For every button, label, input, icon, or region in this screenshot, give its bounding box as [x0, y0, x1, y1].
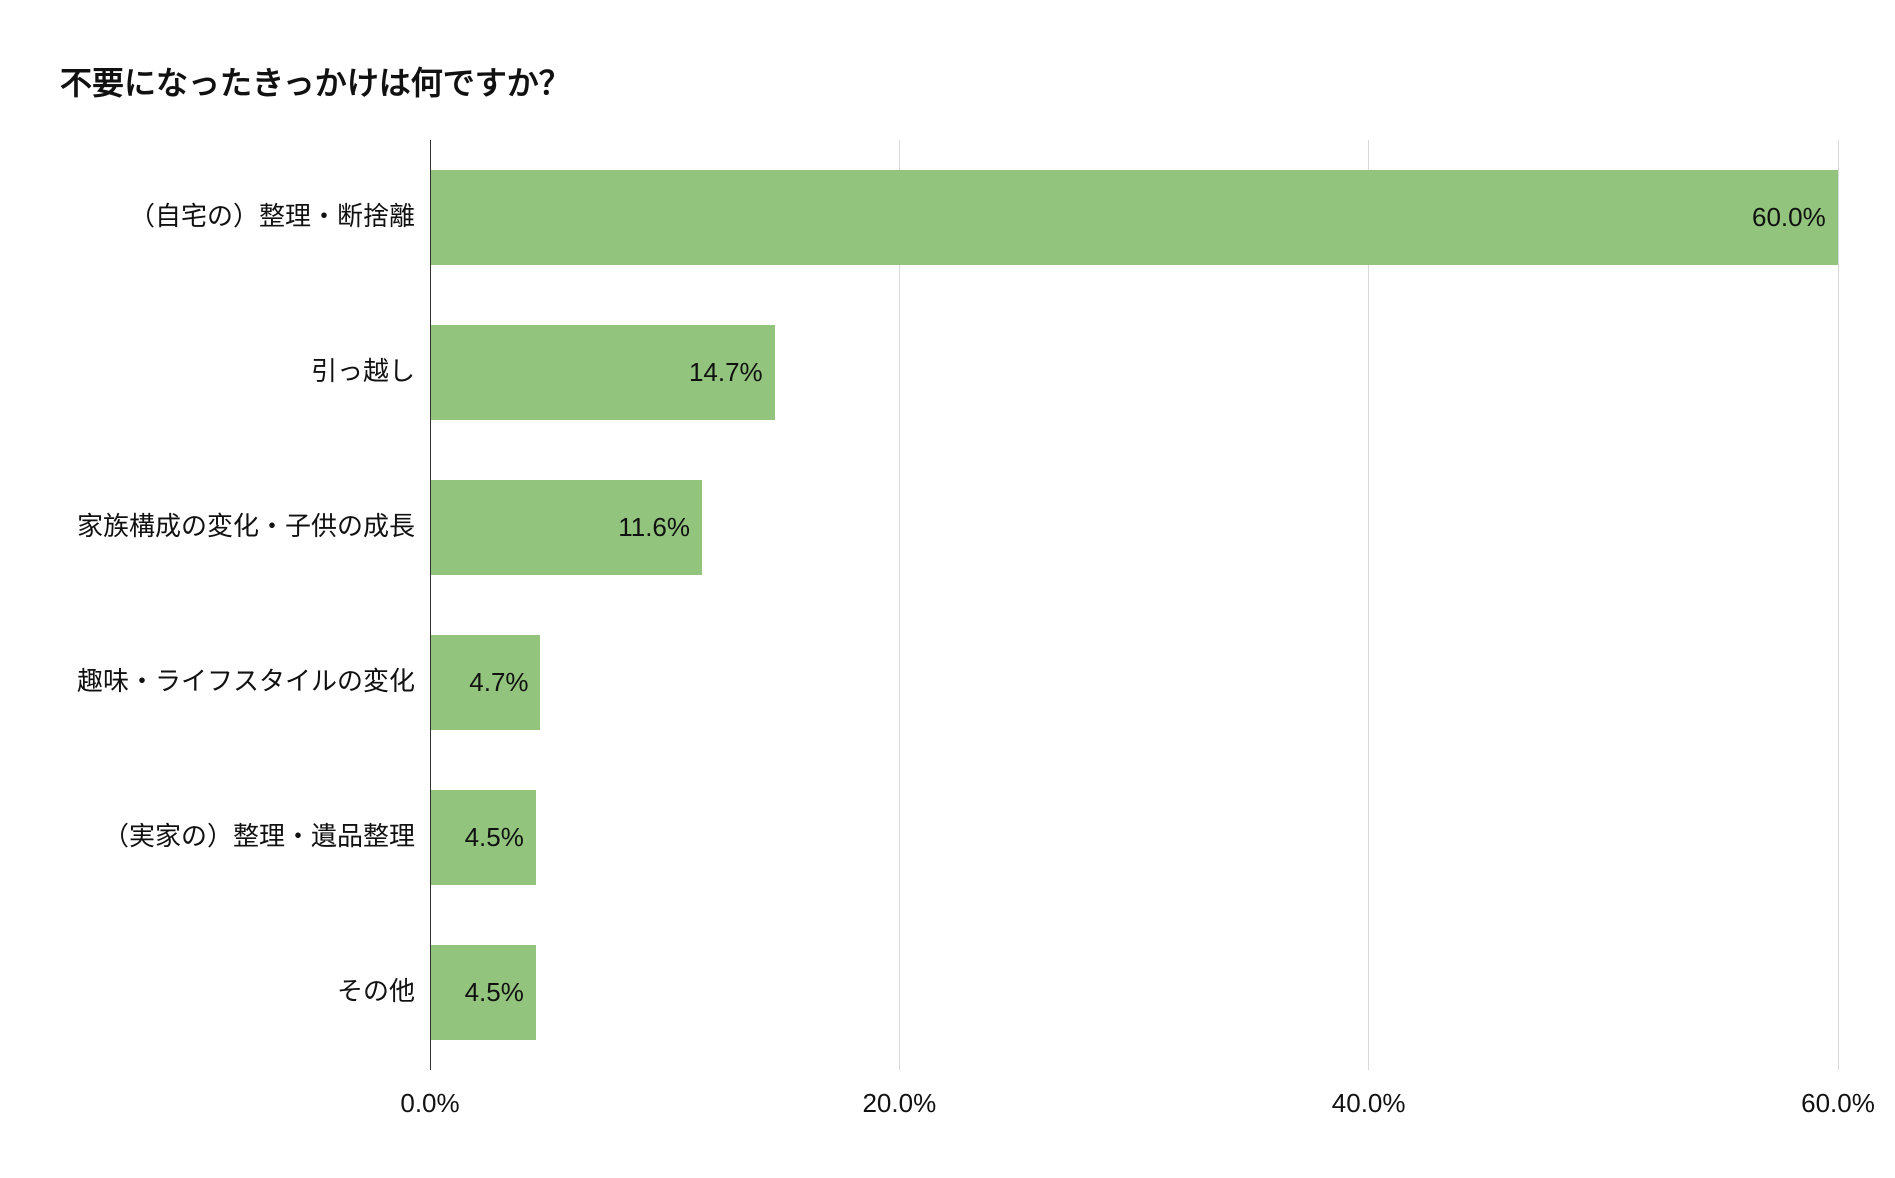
x-tick-label: 40.0% — [1331, 1088, 1406, 1118]
bar — [430, 480, 703, 575]
data-label: 4.5% — [464, 822, 524, 852]
bar — [430, 790, 536, 885]
category-label: （実家の）整理・遺品整理 — [102, 822, 415, 852]
bar — [430, 325, 775, 420]
bar — [430, 635, 541, 730]
category-label: 家族構成の変化・子供の成長 — [76, 512, 415, 542]
x-tick-label: 60.0% — [1801, 1088, 1875, 1118]
gridline — [898, 140, 900, 1070]
data-label: 4.5% — [464, 977, 524, 1007]
x-tick-label: 20.0% — [862, 1088, 937, 1118]
bar — [430, 945, 536, 1040]
gridline — [1837, 140, 1839, 1070]
data-label: 60.0% — [1752, 202, 1826, 232]
data-label: 11.6% — [618, 512, 690, 542]
x-tick-label: 0.0% — [400, 1088, 460, 1118]
y-axis-line — [429, 140, 431, 1070]
chart-title: 不要になったきっかけは何ですか？ — [60, 64, 571, 102]
category-label: 引っ越し — [310, 357, 415, 387]
data-label: 4.7% — [469, 667, 529, 697]
data-label: 14.7% — [688, 357, 763, 387]
category-label: その他 — [336, 977, 415, 1007]
bar — [430, 170, 1838, 265]
gridline — [1368, 140, 1370, 1070]
category-label: （自宅の）整理・断捨離 — [128, 202, 415, 232]
category-label: 趣味・ライフスタイルの変化 — [76, 667, 415, 697]
